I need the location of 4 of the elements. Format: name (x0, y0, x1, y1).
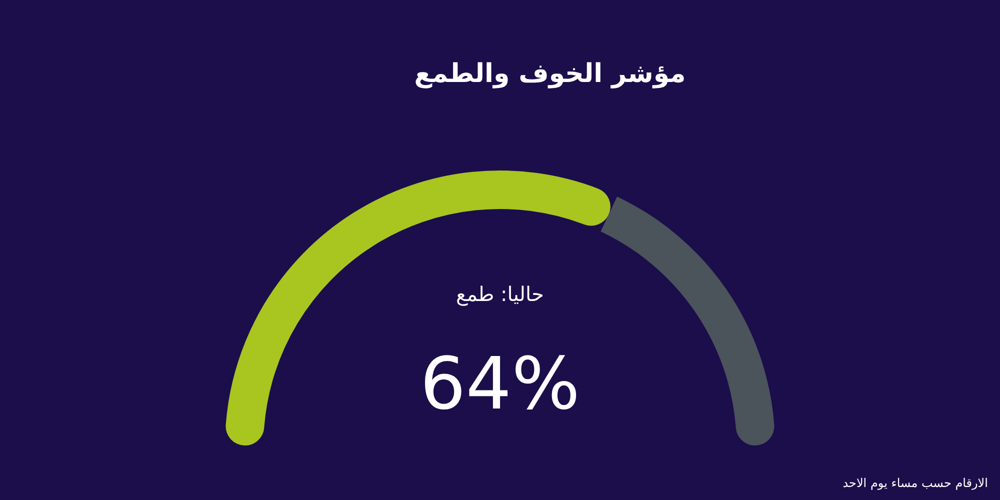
data-label: 64% (420, 342, 580, 426)
text: حاليا: طمع (456, 282, 544, 306)
text: الارقام حسب مساء يوم الاحد (842, 476, 988, 490)
chart-title: مؤشر الخوف والطمع (414, 58, 686, 89)
